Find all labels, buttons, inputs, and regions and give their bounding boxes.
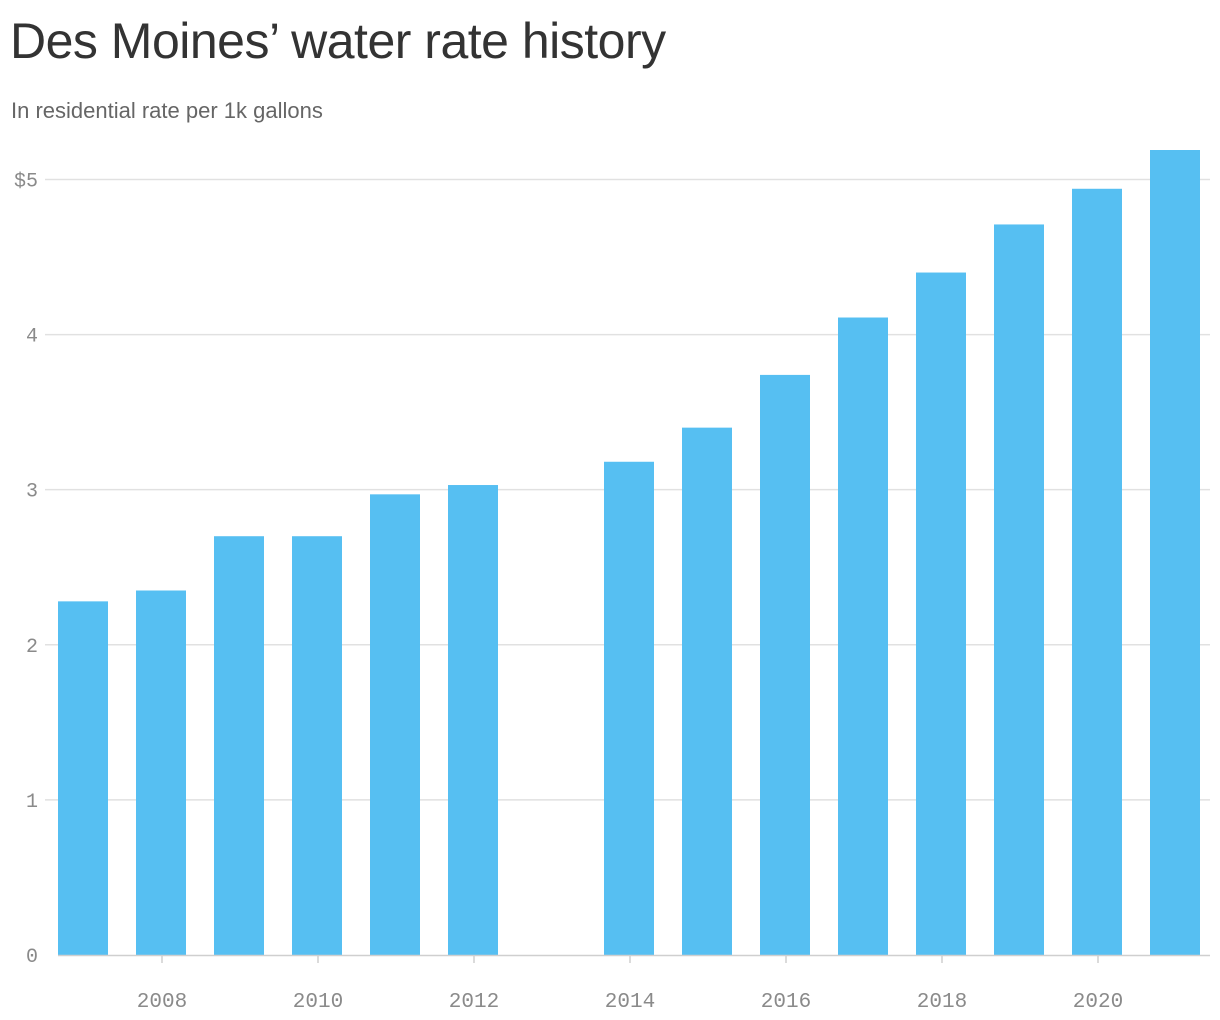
x-tick-label: 2016 [761,991,811,1014]
bars [58,150,1200,956]
x-tick-label: 2010 [293,991,343,1014]
bar-2018 [916,272,966,956]
x-tick-label: 2020 [1073,991,1123,1014]
bar-2010 [292,536,342,955]
y-tick-label: 2 [26,636,38,659]
y-tick-label: 0 [26,946,38,969]
bar-2009 [214,536,264,955]
x-axis: 2008 2010 2012 2014 2016 2018 2020 [58,954,1210,1014]
y-tick-label: 4 [26,326,38,349]
chart-title: Des Moines’ water rate history [10,13,666,69]
bar-2015 [682,427,732,956]
bar-2016 [760,374,810,955]
y-tick-label: $5 [14,170,38,193]
chart-subtitle: In residential rate per 1k gallons [11,98,323,123]
x-tick-label: 2012 [449,991,499,1014]
y-axis-tick-labels: 0 1 2 3 4 $5 [14,170,38,969]
y-tick-label: 1 [26,791,38,814]
bar-2014 [604,461,654,955]
bar-2007 [58,601,108,955]
bar-2019 [994,224,1044,955]
x-tick-label: 2018 [917,991,967,1014]
y-tick-label: 3 [26,481,38,504]
bar-2012 [448,485,498,955]
x-tick-label: 2008 [137,991,187,1014]
bar-2008 [136,590,186,955]
bar-2020 [1072,188,1122,955]
bar-2017 [838,317,888,955]
bar-2021 [1150,150,1200,955]
bar-2011 [370,494,420,955]
x-tick-label: 2014 [605,991,655,1014]
